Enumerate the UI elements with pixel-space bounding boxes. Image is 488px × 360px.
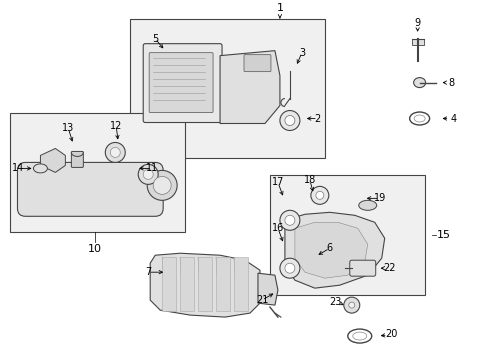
Circle shape [285, 116, 294, 126]
Circle shape [310, 186, 328, 204]
FancyBboxPatch shape [349, 260, 375, 276]
Text: 9: 9 [414, 18, 420, 28]
Text: 16: 16 [271, 223, 284, 233]
Bar [130, 19, 324, 158]
Circle shape [110, 148, 120, 157]
Text: 5: 5 [152, 34, 158, 44]
Text: 7: 7 [145, 267, 151, 277]
Text: 1: 1 [276, 3, 283, 13]
Text: 2: 2 [314, 113, 320, 123]
Text: 12: 12 [110, 121, 122, 131]
Circle shape [147, 170, 177, 200]
Bar [411, 39, 423, 45]
Text: 4: 4 [449, 113, 456, 123]
Circle shape [343, 297, 359, 313]
Polygon shape [258, 273, 277, 305]
Text: 18: 18 [303, 175, 315, 185]
Circle shape [285, 263, 294, 273]
Circle shape [285, 215, 294, 225]
Text: 8: 8 [447, 78, 454, 87]
Text: 19: 19 [373, 193, 385, 203]
Bar [216, 257, 229, 311]
Circle shape [138, 165, 158, 184]
Ellipse shape [409, 112, 429, 125]
Text: 15: 15 [436, 230, 449, 240]
Bar [180, 257, 194, 311]
Text: 3: 3 [298, 48, 305, 58]
Circle shape [279, 111, 299, 130]
Text: 10: 10 [88, 244, 102, 254]
Circle shape [153, 176, 171, 194]
Text: 22: 22 [383, 263, 395, 273]
Circle shape [143, 170, 153, 179]
Ellipse shape [358, 200, 376, 210]
Text: 21: 21 [255, 295, 267, 305]
Bar [162, 257, 176, 311]
Circle shape [348, 302, 354, 308]
Text: 13: 13 [62, 123, 74, 134]
Polygon shape [150, 253, 260, 317]
Bar [198, 257, 212, 311]
Circle shape [105, 143, 125, 162]
Circle shape [315, 192, 323, 199]
Text: 14: 14 [12, 163, 24, 174]
Ellipse shape [413, 115, 424, 122]
Text: 11: 11 [146, 163, 158, 174]
FancyBboxPatch shape [18, 162, 163, 216]
FancyBboxPatch shape [71, 152, 83, 167]
Polygon shape [220, 51, 279, 123]
Ellipse shape [413, 78, 425, 87]
FancyBboxPatch shape [244, 55, 270, 72]
Circle shape [279, 210, 299, 230]
FancyBboxPatch shape [149, 53, 213, 113]
Circle shape [279, 258, 299, 278]
Ellipse shape [33, 164, 47, 173]
Polygon shape [285, 212, 384, 288]
Bar [269, 175, 424, 295]
Polygon shape [41, 148, 65, 172]
Text: 20: 20 [385, 329, 397, 339]
Ellipse shape [352, 332, 366, 340]
Polygon shape [294, 222, 367, 278]
Text: 6: 6 [326, 243, 332, 253]
Bar [234, 257, 247, 311]
Text: 17: 17 [271, 177, 284, 187]
Ellipse shape [347, 329, 371, 343]
Bar [10, 113, 185, 232]
FancyBboxPatch shape [143, 44, 222, 122]
Text: 23: 23 [329, 297, 341, 307]
